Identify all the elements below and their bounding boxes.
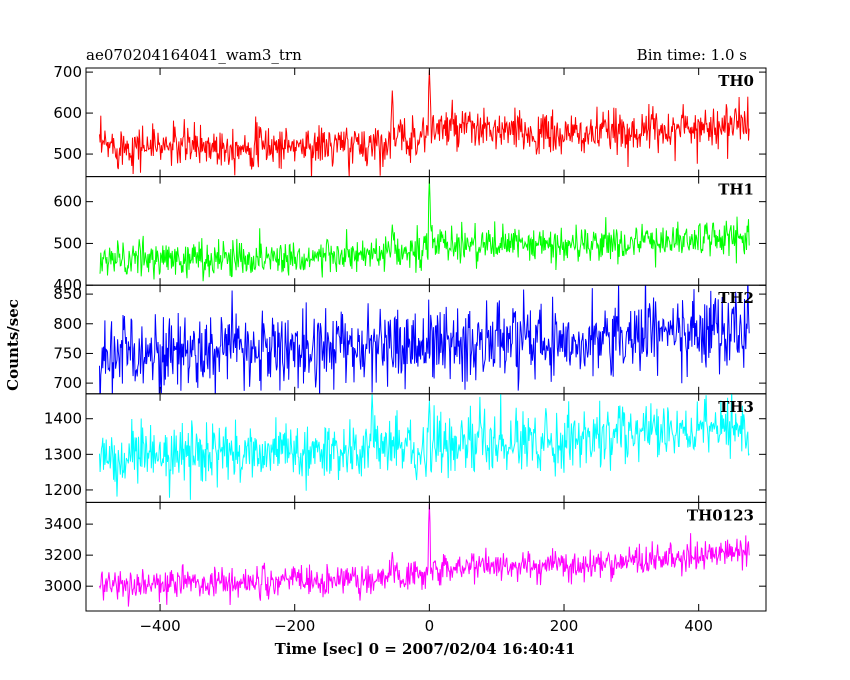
y-tick-label: 3000 bbox=[44, 577, 82, 595]
panel-label-th1: TH1 bbox=[718, 181, 754, 199]
y-tick-label: 850 bbox=[53, 285, 82, 303]
y-tick-label: 800 bbox=[53, 315, 82, 333]
y-tick-label: 400 bbox=[53, 276, 82, 294]
x-axis-label: Time [sec] 0 = 2007/02/04 16:40:41 bbox=[275, 640, 576, 658]
bin-time-label: Bin time: 1.0 s bbox=[637, 46, 747, 64]
x-tick-label: 0 bbox=[425, 617, 435, 635]
panel-label-th2: TH2 bbox=[718, 289, 754, 307]
panel-group: 500 600 700 TH0 400 500 600 TH1 700 750 800 850 TH2 1… bbox=[44, 63, 767, 612]
y-tick-label: 1400 bbox=[44, 410, 82, 428]
y-tick-label: 500 bbox=[53, 145, 82, 163]
panel-label-th3: TH3 bbox=[718, 398, 754, 416]
x-axis: −400 −200 0 200 400 bbox=[139, 617, 713, 635]
panel-th1: 400 500 600 TH1 bbox=[53, 176, 767, 294]
x-tick-label: −400 bbox=[139, 617, 180, 635]
y-tick-label: 3200 bbox=[44, 546, 82, 564]
y-tick-label: 1300 bbox=[44, 445, 82, 463]
panel-th0: 500 600 700 TH0 bbox=[53, 63, 767, 178]
x-tick-label: 200 bbox=[550, 617, 579, 635]
y-tick-label: 1200 bbox=[44, 481, 82, 499]
panel-label-th0123: TH0123 bbox=[687, 506, 754, 524]
y-tick-label: 3400 bbox=[44, 515, 82, 533]
y-tick-label: 700 bbox=[53, 63, 82, 81]
chart-title: ae070204164041_wam3_trn bbox=[86, 46, 302, 64]
panel-frame bbox=[85, 176, 767, 286]
panel-th3: 1200 1300 1400 TH3 bbox=[44, 393, 767, 503]
series-line-th3 bbox=[99, 393, 750, 500]
panel-th0123: 3000 3200 3400 TH0123 bbox=[44, 501, 767, 612]
series-line-th0 bbox=[99, 69, 750, 177]
y-tick-label: 600 bbox=[53, 104, 82, 122]
panel-label-th0: TH0 bbox=[718, 72, 754, 90]
x-tick-label: 400 bbox=[684, 617, 713, 635]
x-tick-label: −200 bbox=[274, 617, 315, 635]
y-tick-label: 750 bbox=[53, 344, 82, 362]
series-line-th2 bbox=[99, 285, 750, 394]
panel-frame bbox=[85, 67, 767, 178]
y-tick-label: 600 bbox=[53, 193, 82, 211]
y-axis-label: Counts/sec bbox=[4, 299, 22, 391]
series-line-th0123 bbox=[99, 503, 750, 607]
y-tick-label: 700 bbox=[53, 374, 82, 392]
y-tick-label: 500 bbox=[53, 234, 82, 252]
panel-th2: 700 750 800 850 TH2 bbox=[53, 284, 767, 395]
panel-frame bbox=[85, 501, 767, 612]
series-line-th1 bbox=[99, 178, 750, 282]
